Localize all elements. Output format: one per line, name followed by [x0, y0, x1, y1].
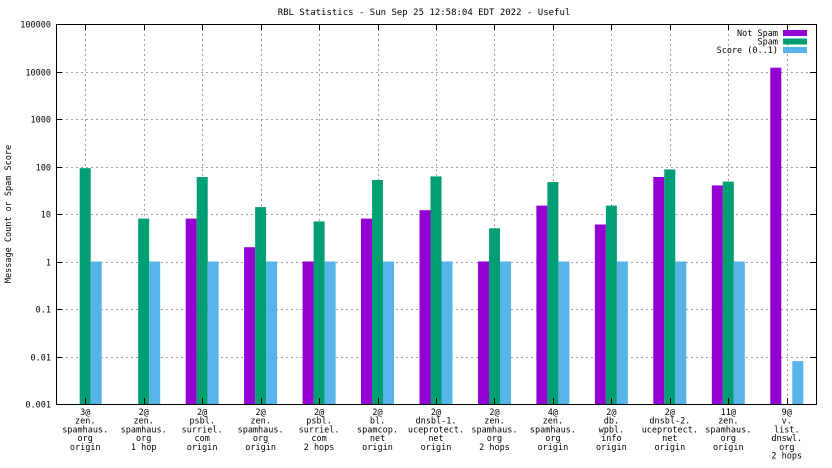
bar-spam: [489, 228, 500, 404]
y-tick-label: 0.1: [36, 306, 51, 316]
x-category-label: 2@ db. wpbl. info origin: [596, 408, 627, 453]
x-category-label: 2@ dnsbl-2. uceprotect. net origin: [642, 408, 698, 453]
bar-spam: [138, 218, 150, 404]
legend-swatch: [783, 30, 807, 36]
y-tick-label: 1000: [31, 116, 51, 126]
y-axis-ticks: 0.001 0.01 0.1 1 10 100 1000 10000 100000: [20, 21, 816, 411]
bar-not-spam: [478, 261, 489, 404]
y-tick-label: 10: [41, 211, 51, 221]
x-category-label: 2@ zen. spamhaus. org 2 hops: [471, 408, 517, 453]
bar-score-0-1: [383, 261, 394, 404]
bar-score-0-1: [792, 361, 804, 404]
y-tick-label: 100000: [20, 21, 51, 31]
x-category-label: 11@ zen. spamhaus. org origin: [705, 408, 751, 453]
legend-label: Score (0..1): [717, 46, 778, 56]
bar-not-spam: [302, 261, 314, 404]
bar-spam: [722, 181, 734, 404]
y-tick-label: 10000: [25, 69, 51, 79]
y-tick-label: 0.001: [25, 401, 51, 411]
x-category-label: 2@ psbl. surriel. com 2 hops: [299, 408, 340, 453]
bar-score-0-1: [149, 261, 161, 404]
y-axis-label: Message Count or Spam Score: [4, 145, 14, 283]
bar-score-0-1: [616, 261, 628, 404]
x-category-label: 2@ zen. spamhaus. org origin: [238, 408, 284, 453]
bar-spam: [547, 182, 559, 404]
x-category-label: 2@ psbl. surriel. com origin: [182, 408, 223, 453]
bar-not-spam: [711, 185, 723, 404]
bar-spam: [255, 207, 267, 404]
y-tick-label: 100: [36, 164, 51, 174]
bar-score-0-1: [324, 261, 336, 404]
bar-not-spam: [185, 218, 197, 404]
bar-score-0-1: [675, 261, 687, 404]
legend-label: Spam: [758, 38, 778, 48]
bar-spam: [664, 169, 676, 404]
y-tick-label: 0.01: [31, 354, 51, 364]
bar-score-0-1: [558, 261, 570, 404]
legend-swatch: [783, 47, 807, 53]
x-category-label: 2@ zen. spamhaus. org 1 hop: [121, 408, 167, 453]
chart-title: RBL Statistics - Sun Sep 25 12:58:04 EDT…: [278, 8, 571, 18]
bar-not-spam: [653, 177, 665, 404]
bar-not-spam: [361, 218, 372, 404]
bar-score-0-1: [733, 261, 745, 404]
bar-spam: [605, 205, 617, 404]
bar-not-spam: [536, 205, 548, 404]
x-category-label: 2@ bl. spamcop. net origin: [357, 408, 398, 453]
bar-score-0-1: [207, 261, 219, 404]
bar-score-0-1: [266, 261, 278, 404]
bar-spam: [196, 177, 208, 404]
bar-spam: [313, 221, 325, 404]
bar-score-0-1: [500, 261, 511, 404]
bar-spam: [372, 180, 383, 404]
y-tick-label: 1: [46, 259, 51, 269]
x-category-label: 3@ zen. spamhaus. org origin: [62, 408, 108, 453]
bar-not-spam: [594, 224, 606, 404]
legend-swatch: [783, 38, 807, 45]
x-category-label: 4@ zen. spamhaus. org origin: [530, 408, 576, 453]
bar-not-spam: [419, 210, 431, 404]
bar-score-0-1: [90, 261, 102, 404]
legend-label: Not Spam: [737, 29, 778, 39]
bars: [79, 67, 804, 404]
bar-score-0-1: [441, 261, 453, 404]
x-category-label: 9@ v. list. dnswl. org 2 hops: [771, 408, 802, 462]
bar-spam: [430, 176, 442, 404]
bar-not-spam: [244, 247, 256, 404]
x-category-label: 2@ dnsbl-1. uceprotect. net origin: [408, 408, 464, 453]
x-axis-labels: 3@ zen. spamhaus. org origin 2@ zen. spamhaus. o…: [62, 24, 802, 462]
bar-spam: [79, 168, 91, 404]
bar-not-spam: [770, 67, 782, 404]
